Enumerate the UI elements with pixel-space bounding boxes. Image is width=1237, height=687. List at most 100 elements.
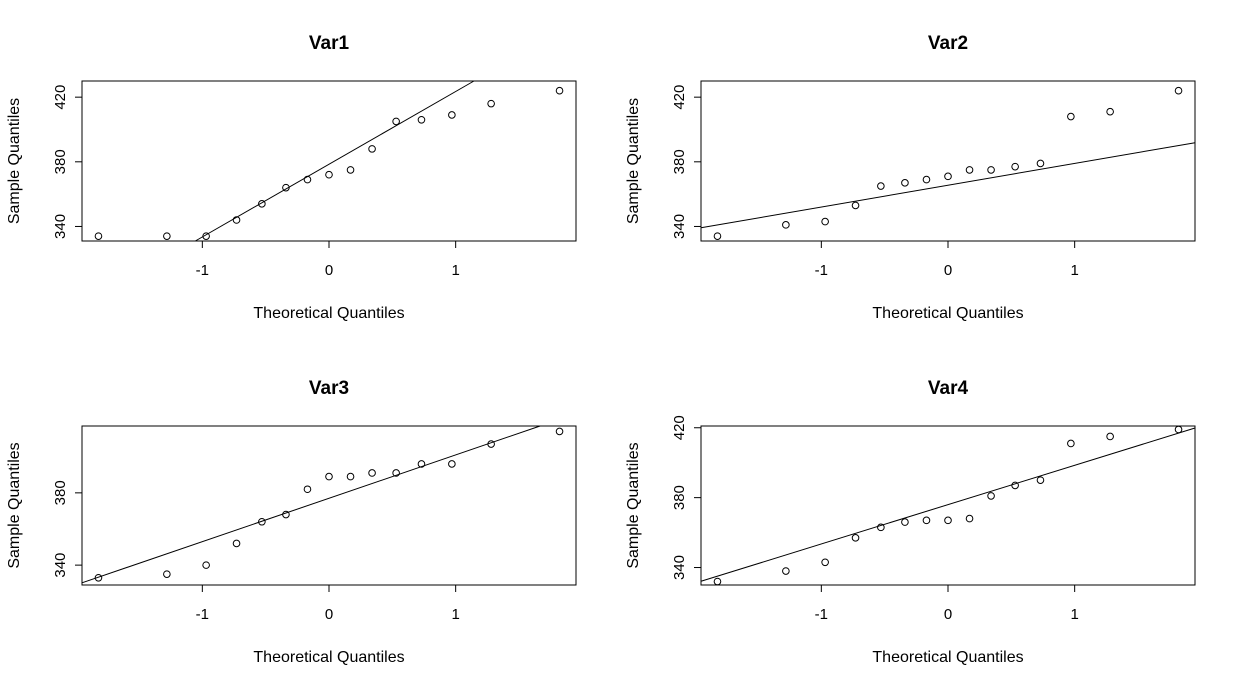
data-point bbox=[901, 179, 909, 187]
x-axis-label: Theoretical Quantiles bbox=[253, 649, 404, 666]
x-tick-label: 1 bbox=[1070, 262, 1078, 279]
data-point bbox=[901, 518, 909, 526]
data-point bbox=[987, 492, 995, 500]
data-point bbox=[163, 232, 171, 240]
data-point bbox=[821, 217, 829, 226]
qq-reference-line bbox=[700, 142, 1196, 229]
qq-reference-line bbox=[700, 427, 1196, 582]
panel-title: Var1 bbox=[309, 33, 350, 54]
data-point bbox=[851, 201, 860, 210]
y-tick-label: 340 bbox=[52, 553, 69, 578]
x-tick-label: 0 bbox=[944, 262, 952, 279]
data-point bbox=[368, 469, 376, 477]
data-point bbox=[258, 200, 266, 208]
data-point bbox=[487, 99, 495, 108]
data-point bbox=[417, 115, 426, 124]
data-point bbox=[94, 232, 103, 240]
qq-panel-4: Var4 -1 0 1 340 380 420 Theoretical Quantiles Sa… bbox=[625, 378, 1196, 666]
data-point bbox=[555, 86, 564, 95]
plot-frame bbox=[700, 80, 1196, 242]
y-axis-label: Sample Quantiles bbox=[625, 442, 642, 568]
data-point bbox=[1036, 476, 1045, 484]
y-tick-label: 340 bbox=[671, 214, 688, 239]
data-point bbox=[368, 145, 376, 153]
x-tick-label: 1 bbox=[451, 606, 459, 623]
plot-frame bbox=[81, 80, 577, 242]
data-point bbox=[282, 510, 290, 519]
data-point bbox=[1067, 112, 1075, 121]
x-tick-label: 1 bbox=[451, 262, 459, 279]
y-tick-label: 420 bbox=[671, 85, 688, 110]
data-point bbox=[202, 561, 210, 569]
data-point bbox=[346, 166, 355, 174]
x-tick-label: 0 bbox=[325, 606, 333, 623]
y-tick-label: 340 bbox=[671, 555, 688, 580]
qq-panel-3: Var3 -1 0 1 340 380 Theoretical Quantiles Sampl… bbox=[6, 378, 577, 666]
y-tick-label: 380 bbox=[671, 149, 688, 174]
data-point bbox=[965, 166, 974, 174]
data-point bbox=[448, 460, 456, 468]
x-tick-label: -1 bbox=[196, 606, 209, 623]
x-tick-label: -1 bbox=[815, 606, 828, 623]
y-axis-label: Sample Quantiles bbox=[625, 98, 642, 224]
data-point bbox=[922, 175, 931, 184]
data-point bbox=[944, 172, 952, 181]
data-point bbox=[877, 182, 885, 190]
x-tick-label: 0 bbox=[944, 606, 952, 623]
data-point bbox=[944, 516, 952, 525]
qq-reference-line bbox=[81, 425, 541, 584]
data-point bbox=[1106, 432, 1114, 441]
data-point bbox=[392, 117, 400, 126]
qq-panel-2: Var2 -1 0 1 340 380 420 Theoretical Quantiles Sa… bbox=[625, 33, 1196, 322]
data-point bbox=[325, 472, 333, 481]
plot-frame bbox=[700, 425, 1196, 586]
y-tick-label: 380 bbox=[52, 149, 69, 174]
data-point bbox=[1067, 439, 1075, 448]
data-point bbox=[555, 427, 564, 436]
data-point bbox=[202, 232, 210, 240]
x-axis-label: Theoretical Quantiles bbox=[872, 305, 1023, 322]
data-point bbox=[282, 183, 290, 192]
data-point bbox=[782, 567, 790, 575]
panel-title: Var3 bbox=[309, 378, 349, 399]
data-point bbox=[325, 170, 333, 179]
qq-reference-line bbox=[195, 80, 475, 242]
x-tick-label: -1 bbox=[196, 262, 209, 279]
data-point bbox=[987, 166, 995, 174]
data-point bbox=[232, 539, 241, 548]
data-point bbox=[346, 472, 355, 481]
y-tick-label: 420 bbox=[671, 415, 688, 440]
data-point bbox=[713, 577, 722, 586]
y-tick-label: 420 bbox=[52, 85, 69, 110]
data-point bbox=[448, 111, 456, 119]
x-tick-label: 0 bbox=[325, 262, 333, 279]
data-point bbox=[303, 485, 312, 494]
plot-frame bbox=[81, 425, 577, 586]
y-tick-label: 380 bbox=[52, 480, 69, 505]
panel-title: Var2 bbox=[928, 33, 968, 54]
data-point bbox=[1106, 107, 1114, 116]
data-point bbox=[851, 534, 860, 542]
data-point bbox=[1174, 425, 1183, 434]
data-point bbox=[392, 469, 400, 477]
data-point bbox=[94, 573, 103, 582]
data-point bbox=[782, 221, 790, 229]
x-axis-label: Theoretical Quantiles bbox=[872, 649, 1023, 666]
data-point bbox=[258, 517, 266, 526]
data-point bbox=[417, 460, 426, 468]
data-point bbox=[1036, 159, 1045, 168]
data-point bbox=[487, 440, 495, 448]
panel-title: Var4 bbox=[928, 378, 969, 399]
data-point bbox=[965, 514, 974, 523]
data-point bbox=[303, 175, 312, 184]
data-point bbox=[922, 516, 931, 525]
data-point bbox=[713, 232, 722, 240]
x-axis-label: Theoretical Quantiles bbox=[253, 305, 404, 322]
data-point bbox=[1011, 162, 1019, 171]
y-axis-label: Sample Quantiles bbox=[6, 98, 23, 224]
data-point bbox=[232, 216, 241, 224]
data-point bbox=[163, 570, 171, 578]
y-tick-label: 340 bbox=[52, 214, 69, 239]
data-point bbox=[821, 558, 829, 567]
